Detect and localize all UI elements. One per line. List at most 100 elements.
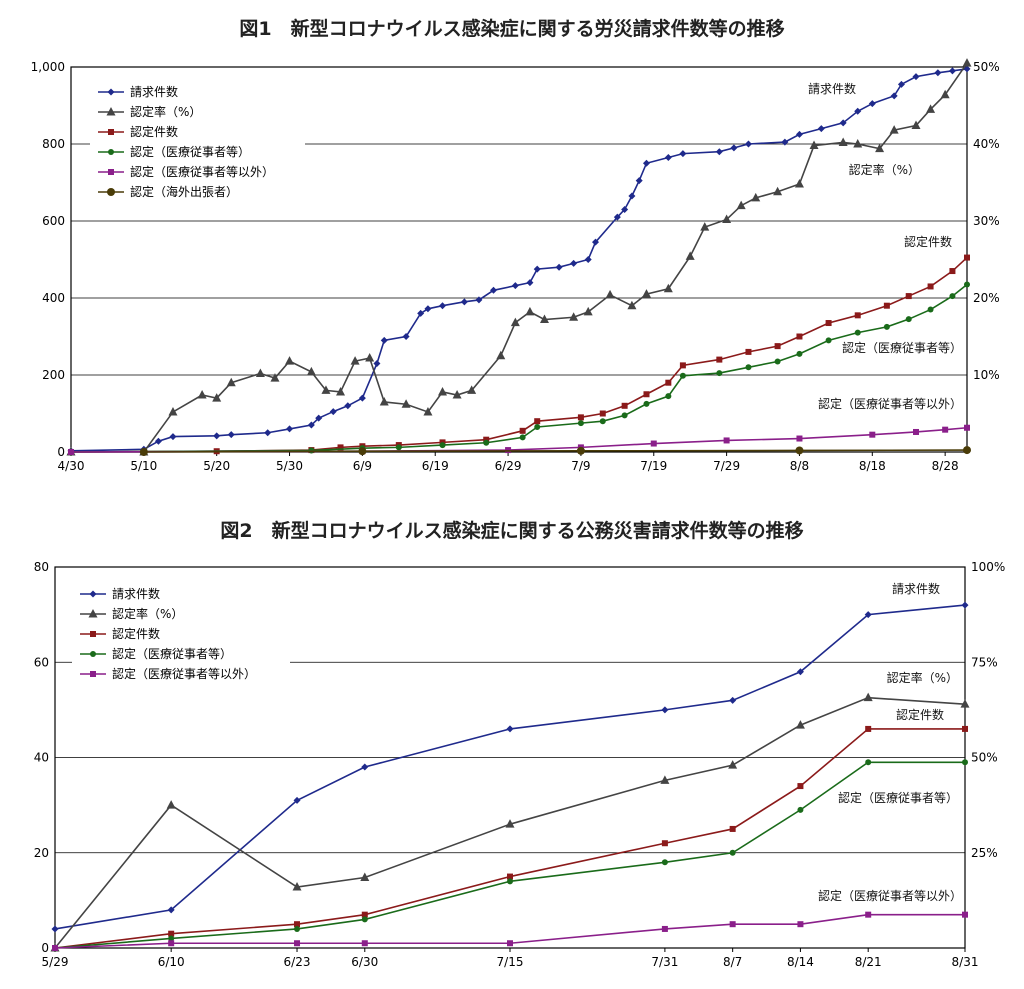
chart2-legend-box [72,580,290,690]
chart1-point-0 [286,425,294,433]
chart1-point-0 [715,148,723,156]
chart2-legend-label-4: 認定（医療従事者等以外） [112,666,256,681]
chart1-point-0 [890,92,898,100]
chart1-point-0 [570,259,578,267]
chart1-point-0 [344,402,352,410]
chart1-point-1 [722,214,732,223]
chart2-point-0 [506,725,514,733]
chart1-point-5 [358,447,367,456]
chart1-point-0 [584,256,592,263]
chart2-series-label-1: 認定率（%） [887,670,958,685]
chart2-series-line-1 [54,696,966,949]
chart1-point-0 [781,138,789,146]
chart1-point-0 [417,309,425,317]
chart2-legend-label-3: 認定（医療従事者等） [112,646,232,661]
chart1-point-4 [68,449,74,455]
chart1-point-1 [663,283,673,293]
chart1-point-2 [796,333,803,340]
chart1-point-3 [905,316,912,323]
chart1-y2-tick-label: 40% [973,137,1000,151]
chart1-point-1 [605,289,615,299]
chart2-point-0 [796,668,804,676]
chart1-point-4 [650,440,657,447]
chart1-point-0 [439,302,447,310]
chart2-point-3 [729,849,736,856]
chart1-point-3 [716,370,723,377]
chart1-point-1 [379,396,389,406]
chart1-point-2 [716,356,723,363]
chart1-legend-marker-4 [108,169,114,175]
chart1-point-1 [401,399,411,408]
chart1-point-0 [628,192,636,200]
chart2-point-3 [507,878,513,885]
chart2-point-0 [167,906,175,914]
chart2-point-2 [507,873,513,880]
chart1-point-3 [796,350,803,357]
chart1-legend-label-1: 認定率（%） [130,104,201,119]
chart1-point-3 [854,329,861,336]
chart1-point-1 [685,251,695,260]
chart1-legend-label-0: 請求件数 [130,84,178,99]
chart1-point-0 [424,305,432,313]
chart2-legend-label-2: 認定件数 [112,626,160,641]
chart1-x-tick-label: 7/9 [571,459,590,473]
chart1-point-0 [264,429,272,437]
chart1-point-3 [745,364,752,371]
chart1-point-2 [679,362,686,369]
chart2-y-tick-label: 60 [34,655,49,669]
chart1-point-1 [285,356,295,365]
chart1-point-0 [154,437,162,445]
chart1-point-0 [307,421,315,429]
chart2-legend-label-0: 請求件数 [112,586,160,601]
chart1-point-1 [306,366,316,376]
chart2-point-1 [166,800,176,809]
chart1-point-3 [949,293,956,300]
chart2-x-tick-label: 5/29 [42,955,69,969]
chart1-point-0 [460,298,468,306]
chart1-point-3 [483,439,490,446]
chart2-x-tick-label: 8/21 [855,955,882,969]
chart1-point-1 [168,406,178,416]
chart1-point-0 [839,119,847,127]
chart1-point-3 [665,393,672,400]
chart1-series-label-1: 認定率（%） [849,162,920,177]
chart2-x-tick-label: 8/31 [952,955,979,969]
chart1-point-3 [679,372,686,379]
chart2-point-2 [962,725,968,732]
chart1-point-0 [963,65,971,73]
chart1-point-3 [883,323,890,330]
chart1-point-3 [621,412,628,419]
chart1-point-3 [439,442,446,449]
chart2-point-2 [661,840,668,847]
chart1-point-1 [875,143,885,153]
chart2-series-line-4 [54,913,965,949]
chart2-point-4 [168,940,175,947]
chart2-point-0 [729,696,737,704]
chart1-point-1 [962,58,972,67]
chart1-point-0 [511,282,519,290]
chart1-point-3 [395,444,402,451]
chart1-point-1 [212,393,222,402]
chart2-point-3 [168,935,175,942]
chart1-point-0 [642,159,650,167]
chart1-point-1 [510,317,520,327]
chart1-point-0 [380,336,388,344]
chart1-point-0 [934,69,942,77]
chart2-point-4 [507,940,513,947]
chart1-x-tick-label: 6/9 [353,459,372,473]
chart2-point-3 [797,806,804,813]
chart1-point-0 [555,263,563,271]
chart1-point-0 [635,177,643,185]
chart1-point-1 [838,137,848,146]
chart1-x-tick-label: 5/20 [203,459,230,473]
chart1-legend-box [90,78,305,208]
chart1-point-2 [665,379,672,386]
chart1-x-tick-label: 6/29 [495,459,522,473]
chart1-point-1 [773,186,783,196]
chart2-point-0 [961,601,969,609]
chart1-point-3 [964,281,970,288]
chart2-point-1 [960,699,970,708]
chart1-point-4 [796,435,803,442]
chart2-legend-marker-3 [90,651,96,657]
